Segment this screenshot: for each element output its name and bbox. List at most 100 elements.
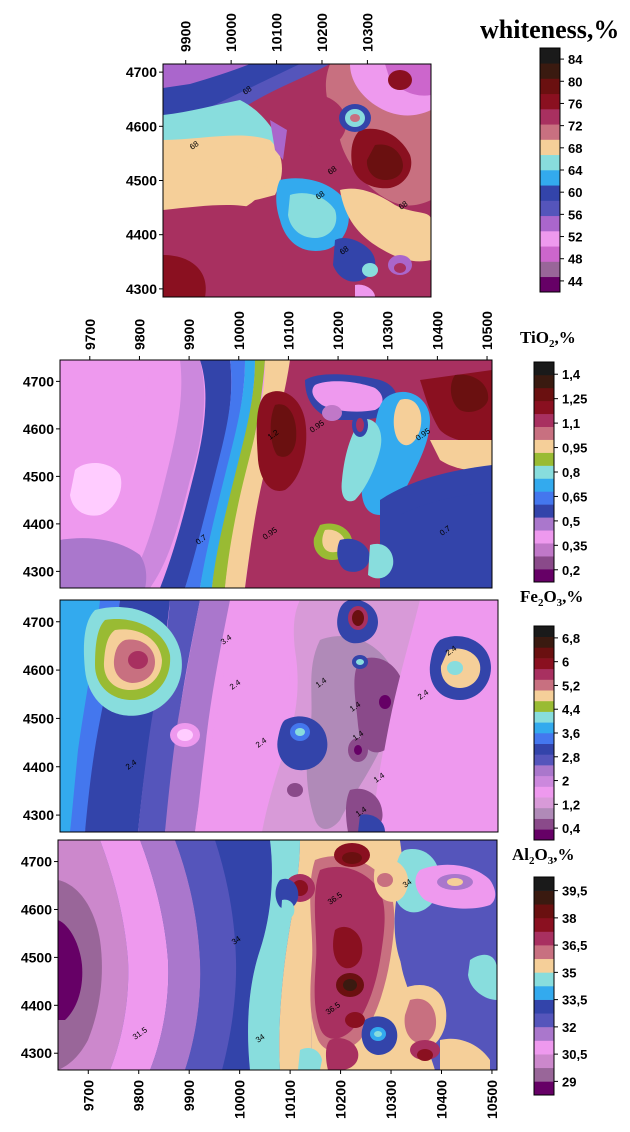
legend-label: 0,95 bbox=[562, 441, 587, 456]
tio2-contour-fill bbox=[60, 360, 492, 588]
legend-swatch bbox=[534, 413, 554, 428]
x-tick-label: 9900 bbox=[178, 21, 194, 52]
legend-swatch bbox=[540, 185, 560, 201]
legend-swatch bbox=[534, 890, 554, 905]
legend-swatch bbox=[534, 958, 554, 973]
al2o3-x-ticks: 9700 9800 9900 10000 10100 10200 10300 10400 105… bbox=[80, 1070, 500, 1119]
legend-label: 5,2 bbox=[562, 678, 580, 693]
legend-swatch bbox=[534, 917, 554, 932]
legend-label: 36,5 bbox=[562, 938, 587, 953]
legend-label: 33,5 bbox=[562, 993, 587, 1008]
x-tick-label: 10300 bbox=[383, 1080, 399, 1119]
y-tick-label: 4500 bbox=[23, 710, 54, 726]
legend-label: 0,8 bbox=[562, 465, 580, 480]
legend-swatch bbox=[534, 786, 554, 798]
y-tick-label: 4300 bbox=[23, 563, 54, 579]
legend-label: 6 bbox=[562, 655, 569, 670]
legend-label: 2,8 bbox=[562, 750, 580, 765]
y-tick-label: 4600 bbox=[23, 662, 54, 678]
legend-label: 29 bbox=[562, 1074, 576, 1089]
legend-label: 1,4 bbox=[562, 367, 581, 382]
x-tick-label: 10500 bbox=[479, 311, 495, 350]
legend-swatch bbox=[534, 362, 554, 376]
y-tick-label: 4500 bbox=[126, 173, 157, 189]
x-tick-label: 9800 bbox=[131, 1080, 147, 1111]
legend-swatch bbox=[540, 109, 560, 125]
legend-label: 64 bbox=[568, 163, 583, 178]
legend-label: 84 bbox=[568, 52, 583, 67]
legend-label: 44 bbox=[568, 274, 583, 289]
legend-label: 39,5 bbox=[562, 884, 587, 899]
y-tick-label: 4700 bbox=[126, 64, 157, 80]
legend-swatch bbox=[534, 679, 554, 691]
legend-label: 6,8 bbox=[562, 631, 580, 646]
whiteness-legend: 84 80 76 72 68 64 60 56 52 48 44 bbox=[539, 47, 583, 293]
legend-swatch bbox=[534, 999, 554, 1014]
legend-label: 2 bbox=[562, 774, 569, 789]
legend-swatch bbox=[534, 1040, 554, 1055]
legend-label: 0,4 bbox=[562, 821, 581, 836]
fe2o3-contour-fill bbox=[60, 600, 498, 832]
legend-swatch bbox=[534, 765, 554, 777]
legend-label: 48 bbox=[568, 252, 582, 267]
legend-swatch bbox=[534, 904, 554, 919]
legend-swatch bbox=[534, 945, 554, 960]
legend-swatch bbox=[534, 972, 554, 987]
y-tick-label: 4500 bbox=[23, 468, 54, 484]
legend-swatch bbox=[540, 200, 560, 217]
legend-swatch bbox=[534, 636, 554, 648]
legend-swatch bbox=[534, 722, 554, 734]
x-tick-label: 9700 bbox=[80, 1080, 96, 1111]
x-tick-label: 10000 bbox=[232, 1080, 248, 1119]
x-tick-label: 10100 bbox=[269, 13, 285, 52]
legend-swatch bbox=[534, 797, 554, 809]
legend-swatch bbox=[534, 733, 554, 744]
legend-label: 35 bbox=[562, 965, 576, 980]
legend-swatch bbox=[540, 261, 560, 278]
y-tick-label: 4600 bbox=[21, 901, 52, 917]
legend-label: 68 bbox=[568, 141, 582, 156]
legend-swatch bbox=[540, 231, 560, 247]
legend-swatch bbox=[534, 439, 554, 453]
legend-swatch bbox=[534, 504, 554, 518]
whiteness-x-ticks: 9900 10000 10100 10200 10300 bbox=[178, 13, 375, 64]
x-tick-label: 10200 bbox=[330, 311, 346, 350]
x-tick-label: 10500 bbox=[484, 1080, 500, 1119]
legend-label: 76 bbox=[568, 96, 582, 111]
legend-label: 1,25 bbox=[562, 392, 587, 407]
legend-label: 0,35 bbox=[562, 538, 587, 553]
legend-label: 30,5 bbox=[562, 1047, 587, 1062]
whiteness-y-ticks: 4700 4600 4500 4400 4300 bbox=[126, 64, 163, 297]
legend-label: 0,5 bbox=[562, 514, 580, 529]
legend-swatch bbox=[540, 276, 560, 293]
y-tick-label: 4700 bbox=[23, 373, 54, 389]
legend-swatch bbox=[534, 1026, 554, 1041]
x-tick-label: 10100 bbox=[280, 311, 296, 350]
x-tick-label: 10200 bbox=[314, 13, 330, 52]
legend-swatch bbox=[534, 658, 554, 670]
legend-label: 60 bbox=[568, 185, 582, 200]
legend-label: 0,2 bbox=[562, 563, 580, 578]
legend-label: 4,4 bbox=[562, 702, 581, 717]
legend-label: 38 bbox=[562, 911, 576, 926]
legend-swatch bbox=[540, 170, 560, 186]
fe2o3-map: 3.42.42.41.41.41.42.41.42.42.41.4 470046… bbox=[23, 587, 583, 841]
x-tick-label: 10400 bbox=[433, 1080, 449, 1119]
legend-swatch bbox=[534, 530, 554, 544]
legend-swatch bbox=[540, 93, 560, 110]
legend-label: 3,6 bbox=[562, 726, 580, 741]
x-tick-label: 10200 bbox=[333, 1080, 349, 1119]
legend-label: 80 bbox=[568, 74, 582, 89]
y-tick-label: 4400 bbox=[21, 997, 52, 1013]
tio2-y-ticks: 4700 4600 4500 4400 4300 bbox=[23, 373, 60, 579]
legend-swatch bbox=[540, 246, 560, 262]
y-tick-label: 4700 bbox=[23, 614, 54, 630]
tio2-x-ticks: 9700 9800 9900 10000 10100 10200 10300 10400 105… bbox=[82, 311, 495, 360]
y-tick-label: 4400 bbox=[126, 227, 157, 243]
legend-label: 32 bbox=[562, 1020, 576, 1035]
fe2o3-legend: 6,8 6 5,2 4,4 3,6 2,8 2 1,2 0,4 bbox=[533, 625, 581, 841]
legend-label: 1,1 bbox=[562, 416, 580, 431]
legend-swatch bbox=[534, 400, 554, 415]
